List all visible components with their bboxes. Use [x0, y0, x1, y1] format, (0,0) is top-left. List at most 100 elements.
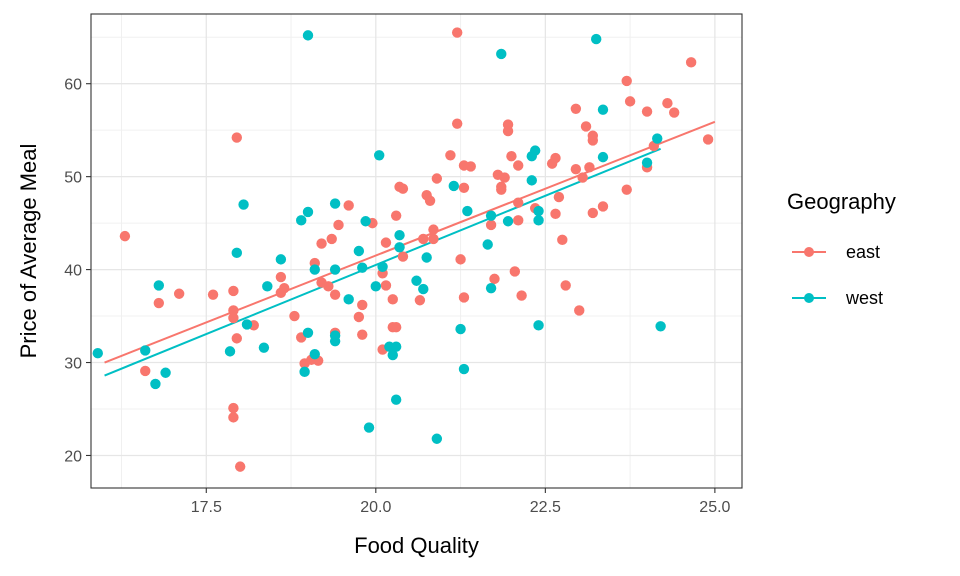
point-east: [570, 103, 582, 115]
point-east: [557, 234, 568, 246]
point-west: [309, 264, 320, 275]
point-west: [529, 145, 541, 156]
point-east: [140, 365, 151, 377]
point-west: [387, 349, 398, 361]
point-east: [662, 98, 673, 109]
point-east: [380, 237, 392, 248]
point-east: [234, 461, 246, 472]
point-east: [397, 251, 409, 262]
point-west: [329, 335, 341, 347]
point-east: [323, 281, 334, 292]
point-east: [455, 254, 466, 265]
point-east: [513, 215, 524, 226]
point-west: [394, 230, 405, 241]
point-west: [258, 342, 270, 353]
point-east: [231, 132, 242, 143]
point-east: [279, 282, 290, 294]
point-west: [343, 294, 354, 305]
point-east: [458, 292, 470, 303]
point-west: [641, 157, 653, 168]
point-west: [302, 206, 314, 218]
y-tick-label: 30: [64, 356, 82, 373]
point-east: [458, 182, 470, 193]
point-west: [502, 216, 514, 227]
point-west: [526, 175, 537, 186]
point-east: [560, 280, 571, 291]
y-tick-label: 50: [64, 170, 82, 187]
point-east: [275, 271, 287, 283]
point-west: [377, 261, 388, 272]
point-west: [353, 245, 365, 257]
point-west: [241, 319, 253, 330]
point-east: [428, 233, 439, 245]
point-east: [231, 333, 242, 344]
point-west: [455, 323, 466, 335]
y-tick-label: 40: [64, 263, 82, 280]
point-east: [173, 288, 185, 299]
point-west: [238, 199, 249, 210]
point-east: [428, 224, 439, 235]
point-west: [390, 341, 402, 352]
point-east: [577, 172, 588, 183]
point-west: [448, 180, 459, 192]
point-west: [231, 247, 242, 259]
point-west: [309, 348, 320, 360]
point-west: [140, 345, 151, 356]
point-east: [390, 322, 402, 333]
point-west: [485, 210, 497, 221]
point-east: [228, 285, 239, 297]
y-tick-label: 20: [64, 448, 82, 465]
point-west: [591, 33, 602, 45]
point-east: [516, 290, 527, 301]
point-east: [597, 201, 609, 212]
point-west: [302, 327, 314, 338]
point-east: [414, 295, 426, 306]
y-axis-tick-labels: 20 30 40 50 60: [64, 77, 82, 466]
legend-item-west: west: [792, 288, 883, 308]
point-west: [329, 264, 341, 275]
point-west: [296, 215, 307, 226]
x-axis-title: Food Quality: [354, 533, 479, 558]
point-east: [390, 210, 402, 221]
x-tick-label: 20.0: [360, 499, 391, 516]
point-west: [655, 321, 666, 332]
legend-key-point-east: [804, 247, 814, 257]
point-west: [363, 422, 375, 433]
point-east: [641, 106, 653, 117]
point-east: [550, 152, 561, 164]
point-west: [329, 198, 341, 209]
point-east: [587, 135, 599, 146]
legend-label-west: west: [845, 288, 883, 308]
point-east: [621, 184, 632, 195]
point-west: [153, 280, 165, 291]
point-east: [451, 27, 463, 38]
point-west: [357, 262, 368, 273]
point-west: [597, 151, 609, 163]
point-east: [445, 150, 456, 161]
point-west: [411, 275, 422, 286]
point-east: [343, 200, 354, 211]
point-west: [275, 254, 287, 265]
point-east: [397, 183, 409, 194]
point-east: [424, 195, 436, 207]
point-east: [621, 75, 632, 87]
x-tick-label: 17.5: [191, 499, 222, 516]
point-east: [228, 312, 239, 324]
point-east: [668, 107, 680, 118]
point-east: [553, 191, 565, 203]
axis-ticks: [86, 83, 716, 493]
point-east: [418, 233, 429, 245]
point-west: [150, 378, 161, 390]
point-east: [451, 118, 463, 129]
point-east: [326, 233, 337, 245]
point-west: [360, 216, 371, 227]
point-west: [418, 283, 429, 295]
point-east: [570, 164, 582, 175]
point-east: [624, 96, 636, 107]
point-west: [262, 281, 273, 292]
x-tick-label: 22.5: [530, 499, 561, 516]
point-east: [702, 134, 714, 145]
y-axis-title: Price of Average Meal: [16, 144, 41, 359]
point-east: [228, 305, 239, 316]
